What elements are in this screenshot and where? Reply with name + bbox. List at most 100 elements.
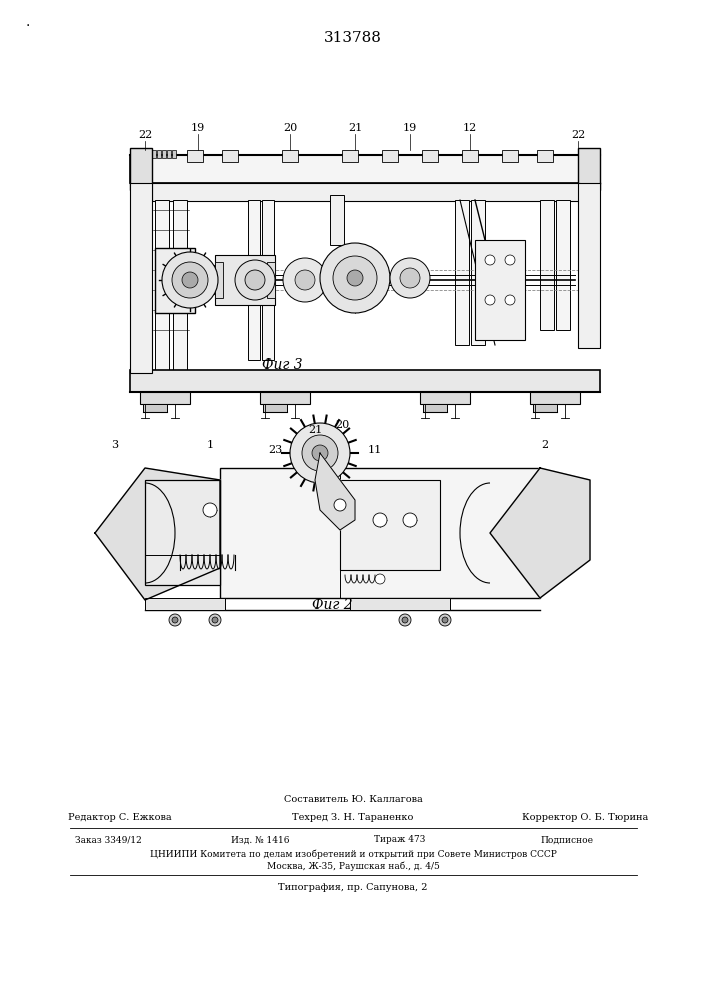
Text: 22: 22 [571, 130, 585, 140]
Circle shape [182, 272, 198, 288]
Polygon shape [95, 468, 220, 600]
Bar [130, 370, 600, 392]
Bar [267, 262, 275, 298]
Bar [130, 183, 152, 373]
Text: Техред З. Н. Тараненко: Техред З. Н. Тараненко [292, 814, 414, 822]
Bar [130, 148, 152, 190]
Circle shape [209, 614, 221, 626]
Bar [340, 480, 440, 570]
Bar [475, 240, 525, 340]
Bar [462, 150, 478, 162]
Circle shape [172, 262, 208, 298]
Polygon shape [490, 468, 590, 598]
Circle shape [290, 423, 350, 483]
Bar [143, 404, 167, 412]
Circle shape [235, 260, 275, 300]
Text: 1: 1 [206, 440, 214, 450]
Text: Москва, Ж-35, Раушская наб., д. 4/5: Москва, Ж-35, Раушская наб., д. 4/5 [267, 861, 440, 871]
Circle shape [442, 617, 448, 623]
Text: Типография, пр. Сапунова, 2: Типография, пр. Сапунова, 2 [279, 882, 428, 892]
Text: 23: 23 [268, 445, 282, 455]
Circle shape [505, 295, 515, 305]
Bar [260, 392, 310, 404]
Bar [382, 150, 398, 162]
Bar [155, 248, 195, 313]
Circle shape [162, 252, 218, 308]
Text: .: . [26, 15, 30, 29]
Bar [167, 150, 171, 158]
Bar [578, 148, 600, 190]
Circle shape [169, 614, 181, 626]
Bar [155, 200, 169, 370]
Circle shape [312, 445, 328, 461]
Text: 20: 20 [335, 420, 349, 430]
Bar [152, 183, 580, 201]
Circle shape [203, 503, 217, 517]
Bar [222, 150, 238, 162]
Bar [145, 480, 220, 585]
Text: 11: 11 [368, 445, 382, 455]
Bar [262, 200, 274, 360]
Bar [540, 200, 554, 330]
Bar [350, 598, 450, 610]
Text: 22: 22 [138, 130, 152, 140]
Text: 21: 21 [348, 123, 362, 133]
Circle shape [400, 268, 420, 288]
Bar [137, 150, 141, 158]
Circle shape [373, 513, 387, 527]
Text: 313788: 313788 [324, 31, 382, 45]
Bar [220, 468, 540, 598]
Text: Фиг 2: Фиг 2 [312, 598, 353, 612]
Bar [342, 150, 358, 162]
Bar [162, 150, 166, 158]
Bar [145, 598, 225, 610]
Text: 2: 2 [542, 440, 549, 450]
Bar [537, 150, 553, 162]
Text: Фиг 3: Фиг 3 [262, 358, 303, 372]
Circle shape [212, 617, 218, 623]
Circle shape [403, 513, 417, 527]
Circle shape [302, 435, 338, 471]
Bar [157, 150, 161, 158]
Circle shape [283, 258, 327, 302]
Text: Редактор С. Ежкова: Редактор С. Ежкова [68, 814, 172, 822]
Circle shape [485, 255, 495, 265]
Bar [152, 150, 156, 158]
Text: 20: 20 [283, 123, 297, 133]
Text: 3: 3 [112, 440, 119, 450]
Bar [471, 200, 485, 345]
Text: Подписное: Подписное [540, 836, 593, 844]
Bar [423, 404, 447, 412]
Polygon shape [315, 453, 355, 530]
Text: 19: 19 [191, 123, 205, 133]
Circle shape [320, 243, 390, 313]
Bar [147, 150, 151, 158]
Bar [578, 183, 600, 348]
Bar [142, 150, 146, 158]
Bar [330, 195, 344, 245]
Text: Заказ 3349/12: Заказ 3349/12 [75, 836, 141, 844]
Bar [140, 392, 190, 404]
Circle shape [245, 270, 265, 290]
Circle shape [295, 270, 315, 290]
Circle shape [333, 256, 377, 300]
Circle shape [172, 617, 178, 623]
Text: Изд. № 1416: Изд. № 1416 [230, 836, 289, 844]
Bar [530, 392, 580, 404]
Text: Корректор О. Б. Тюрина: Корректор О. Б. Тюрина [522, 814, 648, 822]
Bar [502, 150, 518, 162]
Bar [215, 255, 275, 305]
Text: 12: 12 [463, 123, 477, 133]
Circle shape [390, 258, 430, 298]
Bar [173, 200, 187, 370]
Bar [215, 262, 223, 298]
Text: 21: 21 [308, 425, 322, 435]
Circle shape [505, 255, 515, 265]
Bar [263, 404, 287, 412]
Bar [282, 150, 298, 162]
Text: Составитель Ю. Каллагова: Составитель Ю. Каллагова [284, 796, 422, 804]
Bar [172, 150, 176, 158]
Bar [248, 200, 260, 360]
Text: 19: 19 [403, 123, 417, 133]
Circle shape [485, 295, 495, 305]
